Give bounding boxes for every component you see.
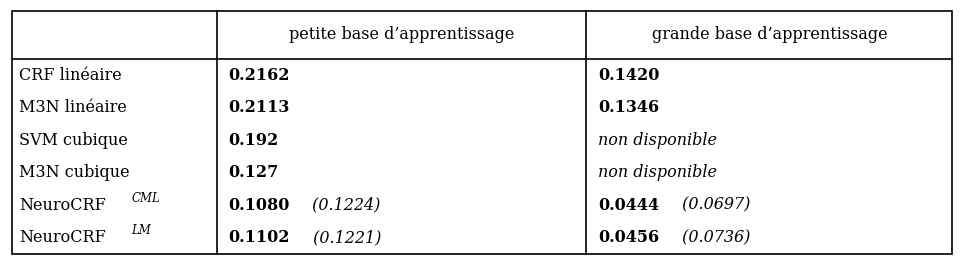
Text: (0.1224): (0.1224) bbox=[308, 197, 381, 214]
Text: 0.0444: 0.0444 bbox=[598, 197, 659, 214]
Text: non disponible: non disponible bbox=[598, 132, 717, 149]
Text: petite base d’apprentissage: petite base d’apprentissage bbox=[289, 26, 514, 44]
Text: 0.2162: 0.2162 bbox=[228, 67, 290, 84]
Text: non disponible: non disponible bbox=[598, 164, 717, 181]
Text: NeuroCRF: NeuroCRF bbox=[19, 197, 106, 214]
Text: 0.192: 0.192 bbox=[228, 132, 279, 149]
Text: NeuroCRF: NeuroCRF bbox=[19, 229, 106, 246]
Text: SVM cubique: SVM cubique bbox=[19, 132, 128, 149]
Text: CRF linéaire: CRF linéaire bbox=[19, 67, 122, 84]
Text: 0.0456: 0.0456 bbox=[598, 229, 659, 246]
Text: (0.1221): (0.1221) bbox=[308, 229, 381, 246]
Text: (0.0697): (0.0697) bbox=[677, 197, 750, 214]
Text: 0.1102: 0.1102 bbox=[228, 229, 290, 246]
Text: LM: LM bbox=[131, 224, 151, 237]
Text: 0.2113: 0.2113 bbox=[228, 99, 289, 116]
Text: 0.1346: 0.1346 bbox=[598, 99, 659, 116]
Text: M3N linéaire: M3N linéaire bbox=[19, 99, 127, 116]
Text: 0.1080: 0.1080 bbox=[228, 197, 289, 214]
Text: 0.1420: 0.1420 bbox=[598, 67, 659, 84]
Text: (0.0736): (0.0736) bbox=[677, 229, 750, 246]
Text: CML: CML bbox=[131, 192, 160, 205]
Text: 0.127: 0.127 bbox=[228, 164, 279, 181]
Text: grande base d’apprentissage: grande base d’apprentissage bbox=[652, 26, 887, 44]
Text: M3N cubique: M3N cubique bbox=[19, 164, 130, 181]
